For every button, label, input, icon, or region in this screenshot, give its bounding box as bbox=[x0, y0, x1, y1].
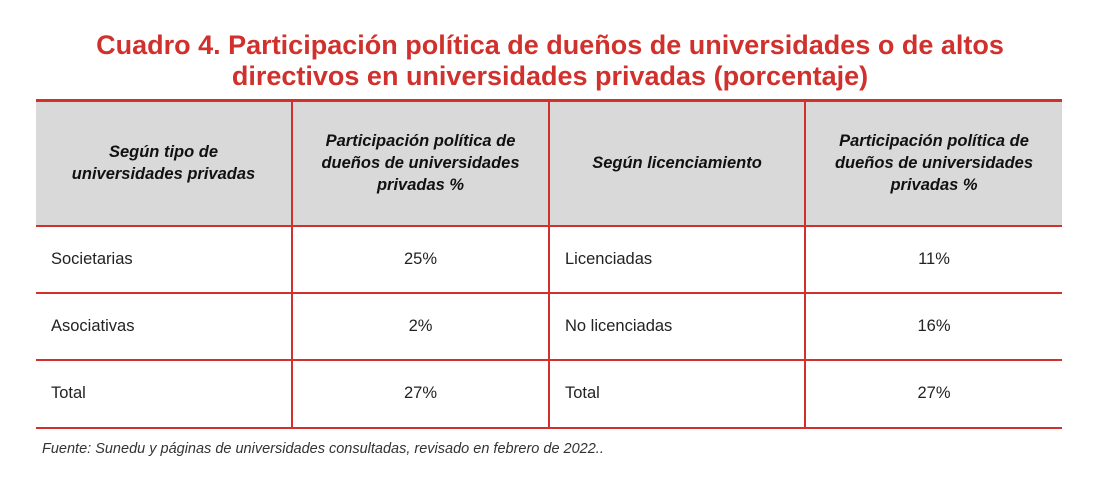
header-tipo-universidades: Según tipo de universidades privadas bbox=[36, 99, 293, 227]
header-text-line: Según tipo de bbox=[108, 143, 219, 162]
cell-licenciamiento-label: Licenciadas bbox=[548, 225, 806, 294]
header-text-line: privadas % bbox=[890, 176, 978, 195]
cell-licenciamiento-value: 16% bbox=[804, 292, 1062, 361]
cell-tipo-value: 27% bbox=[291, 359, 550, 429]
table-row: Asociativas 2% No licenciadas 16% bbox=[36, 292, 1062, 361]
cell-tipo-label: Societarias bbox=[36, 225, 293, 294]
source-note: Fuente: Sunedu y páginas de universidade… bbox=[42, 441, 604, 457]
participation-table: Según tipo de universidades privadas Par… bbox=[36, 99, 1062, 429]
header-participacion-licenciamiento: Participación política de dueños de univ… bbox=[804, 99, 1062, 227]
table-title-line-2: directivos en universidades privadas (po… bbox=[231, 61, 869, 91]
cell-tipo-label: Total bbox=[36, 359, 293, 429]
table-header-row: Según tipo de universidades privadas Par… bbox=[36, 99, 1062, 227]
header-text-line: dueños de universidades bbox=[834, 154, 1034, 173]
table-title-line-1: Cuadro 4. Participación política de dueñ… bbox=[96, 30, 1004, 60]
cell-tipo-value: 2% bbox=[291, 292, 550, 361]
header-text-line: Participación política de bbox=[325, 132, 516, 151]
table-row: Total 27% Total 27% bbox=[36, 359, 1062, 429]
header-text-line: privadas % bbox=[376, 176, 465, 195]
header-text-line: dueños de universidades bbox=[321, 154, 520, 173]
cell-tipo-value: 25% bbox=[291, 225, 550, 294]
header-text-line: Según licenciamiento bbox=[592, 154, 762, 173]
cell-licenciamiento-label: No licenciadas bbox=[548, 292, 806, 361]
table-title: Cuadro 4. Participación política de dueñ… bbox=[0, 30, 1100, 92]
cell-tipo-label: Asociativas bbox=[36, 292, 293, 361]
cell-licenciamiento-label: Total bbox=[548, 359, 806, 429]
header-participacion-tipo: Participación política de dueños de univ… bbox=[291, 99, 550, 227]
cell-licenciamiento-value: 11% bbox=[804, 225, 1062, 294]
cell-licenciamiento-value: 27% bbox=[804, 359, 1062, 429]
table-row: Societarias 25% Licenciadas 11% bbox=[36, 225, 1062, 294]
header-text-line: Participación política de bbox=[839, 132, 1029, 151]
header-text-line: universidades privadas bbox=[71, 165, 256, 184]
header-licenciamiento: Según licenciamiento bbox=[548, 99, 806, 227]
